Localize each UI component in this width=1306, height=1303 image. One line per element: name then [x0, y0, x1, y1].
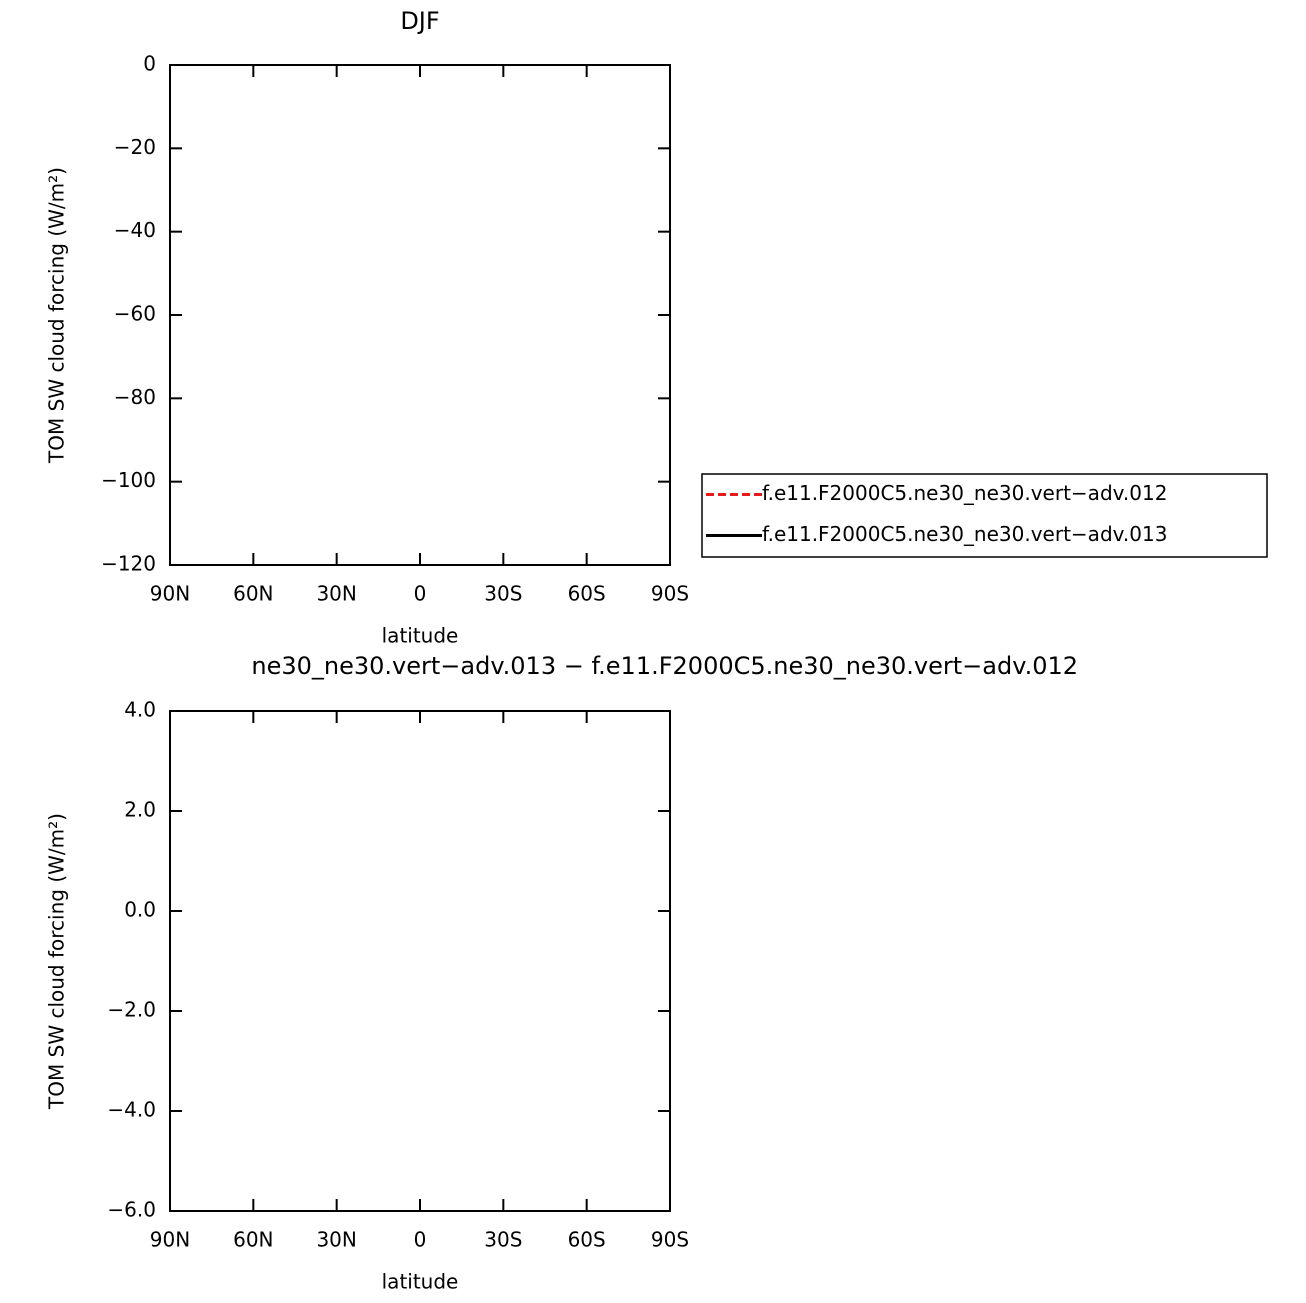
- y-tick-label: −6.0: [107, 1198, 156, 1222]
- chart-title: DJF: [400, 7, 439, 35]
- x-tick-label: 30N: [316, 582, 356, 606]
- y-tick-label: −100: [101, 468, 156, 492]
- x-tick-label: 0: [414, 1228, 427, 1252]
- y-tick-label: 0.0: [124, 898, 156, 922]
- x-axis-label: latitude: [382, 624, 459, 648]
- x-tick-label: 90S: [651, 582, 689, 606]
- y-tick-label: −20: [114, 135, 156, 159]
- y-tick-label: −120: [101, 552, 156, 576]
- chart-title: ne30_ne30.vert−adv.013 − f.e11.F2000C5.n…: [251, 652, 1078, 680]
- x-tick-label: 30N: [316, 1228, 356, 1252]
- legend-box: [701, 473, 1268, 558]
- x-tick-label: 0: [414, 582, 427, 606]
- y-tick-label: 2.0: [124, 798, 156, 822]
- y-tick-label: 4.0: [124, 698, 156, 722]
- x-tick-label: 30S: [484, 1228, 522, 1252]
- legend: f.e11.F2000C5.ne30_ne30.vert−adv.012 f.e1…: [701, 473, 1268, 558]
- x-tick-label: 60N: [233, 1228, 273, 1252]
- plot-frame: [169, 710, 671, 1212]
- y-tick-label: 0: [143, 52, 156, 76]
- plot-frame: [169, 64, 671, 566]
- y-axis-label: TOM SW cloud forcing (W/m²): [45, 167, 69, 464]
- legend-label: f.e11.F2000C5.ne30_ne30.vert−adv.012: [762, 481, 1167, 505]
- y-axis-label: TOM SW cloud forcing (W/m²): [45, 813, 69, 1110]
- x-axis-label: latitude: [382, 1270, 459, 1294]
- x-tick-label: 60S: [568, 1228, 606, 1252]
- x-tick-label: 30S: [484, 582, 522, 606]
- x-tick-label: 90N: [150, 1228, 190, 1252]
- legend-label: f.e11.F2000C5.ne30_ne30.vert−adv.013: [762, 522, 1167, 546]
- x-tick-label: 60N: [233, 582, 273, 606]
- y-tick-label: −60: [114, 302, 156, 326]
- x-tick-label: 60S: [568, 582, 606, 606]
- y-tick-label: −2.0: [107, 998, 156, 1022]
- x-tick-label: 90S: [651, 1228, 689, 1252]
- y-tick-label: −4.0: [107, 1098, 156, 1122]
- y-tick-label: −80: [114, 385, 156, 409]
- x-tick-label: 90N: [150, 582, 190, 606]
- y-tick-label: −40: [114, 218, 156, 242]
